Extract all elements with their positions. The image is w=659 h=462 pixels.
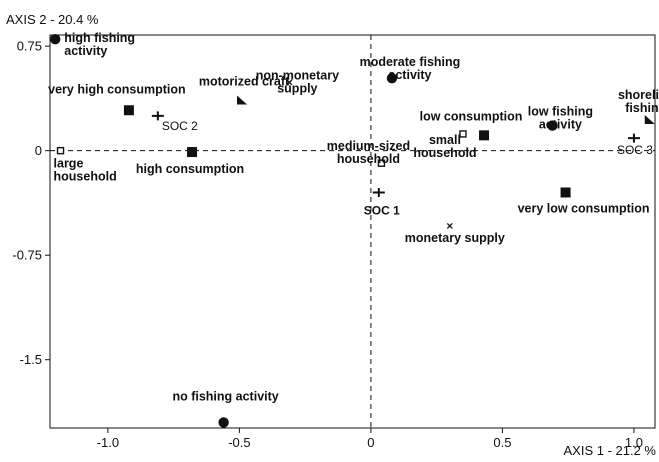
x-tick-label: -1.0: [97, 435, 119, 450]
point-label: no fishing activity: [172, 389, 278, 403]
data-point: SOC 3: [617, 133, 653, 157]
point-label: shorelinefishing: [618, 88, 659, 115]
x-axis-title: AXIS 1 - 21.2 %: [564, 443, 657, 458]
x-axis-ticks: -1.0 -0.5 0 0.5 1.0: [97, 428, 643, 450]
point-label: high fishing activity: [64, 31, 135, 58]
point-marker-square: [479, 130, 490, 141]
point-label: SOC 2: [162, 119, 198, 133]
point-label: very low consumption: [518, 201, 650, 215]
point-label: low consumption: [420, 109, 523, 123]
y-tick-label: -0.75: [12, 248, 42, 263]
point-marker-x: [286, 79, 293, 86]
point-label: high consumption: [136, 162, 244, 176]
point-label: non-monetary supply: [256, 68, 339, 95]
point-label: large household: [54, 157, 117, 184]
point-label: monetary supply: [405, 231, 505, 245]
data-point: high fishing activity: [50, 31, 135, 58]
point-marker-circle: [386, 73, 398, 84]
data-point: no fishing activity: [172, 389, 279, 428]
point-label: motorized craft: [199, 75, 290, 89]
point-label: very high consumption: [48, 82, 186, 96]
data-point: motorized craft: [199, 75, 290, 105]
data-point: SOC 1: [364, 187, 400, 217]
data-point: SOC 2: [151, 111, 198, 133]
point-label: moderate fishing activity: [360, 55, 461, 82]
x-tick-label: 0.5: [493, 435, 511, 450]
x-tick-label: -0.5: [228, 435, 250, 450]
x-tick-label: 0: [367, 435, 374, 450]
point-marker-plus: [151, 111, 164, 121]
y-tick-label: 0: [35, 143, 42, 158]
data-point: shorelinefishing: [618, 88, 659, 125]
point-marker-open-square: [56, 146, 65, 155]
data-point: monetary supply: [405, 222, 505, 245]
data-point: low consumption: [420, 109, 523, 141]
point-marker-square: [560, 187, 571, 198]
point-marker-circle: [547, 120, 558, 131]
data-point: low fishing activity: [528, 105, 593, 132]
data-point: medium-sized household: [327, 139, 410, 167]
data-point: very low consumption: [518, 187, 650, 215]
point-label: SOC 1: [364, 203, 400, 217]
point-marker-circle: [218, 417, 229, 428]
point-marker-open-square: [459, 130, 467, 138]
point-marker-square: [123, 105, 134, 116]
data-point: small household: [413, 130, 477, 160]
point-marker-plus: [372, 187, 385, 197]
y-tick-label: -1.5: [20, 352, 42, 367]
y-tick-label: 0.75: [17, 39, 42, 54]
point-label: small household: [413, 133, 476, 160]
point-label: medium-sized household: [327, 139, 410, 166]
y-axis-ticks: 0.75 0 -0.75 -1.5: [12, 39, 50, 367]
data-point: high consumption: [136, 147, 244, 176]
data-point: large household: [54, 146, 117, 184]
point-marker-triangle: [644, 115, 655, 125]
point-marker-x: [446, 222, 453, 229]
point-marker-triangle: [237, 95, 248, 105]
y-axis-title: AXIS 2 - 20.4 %: [6, 12, 99, 27]
point-marker-square: [187, 147, 198, 158]
point-marker-circle: [50, 33, 61, 45]
data-point: non-monetary supply: [256, 68, 339, 95]
x-tick-label: 1.0: [625, 435, 643, 450]
data-point: very high consumption: [48, 82, 186, 116]
plot-frame: [49, 34, 656, 429]
point-label: SOC 3: [617, 143, 653, 157]
point-marker-plus: [627, 133, 640, 143]
point-label: low fishing activity: [528, 105, 593, 132]
point-marker-open-square: [377, 159, 386, 167]
data-points: high fishing activity moderate fishing acti…: [48, 31, 659, 428]
data-point: moderate fishing activity: [360, 55, 461, 84]
